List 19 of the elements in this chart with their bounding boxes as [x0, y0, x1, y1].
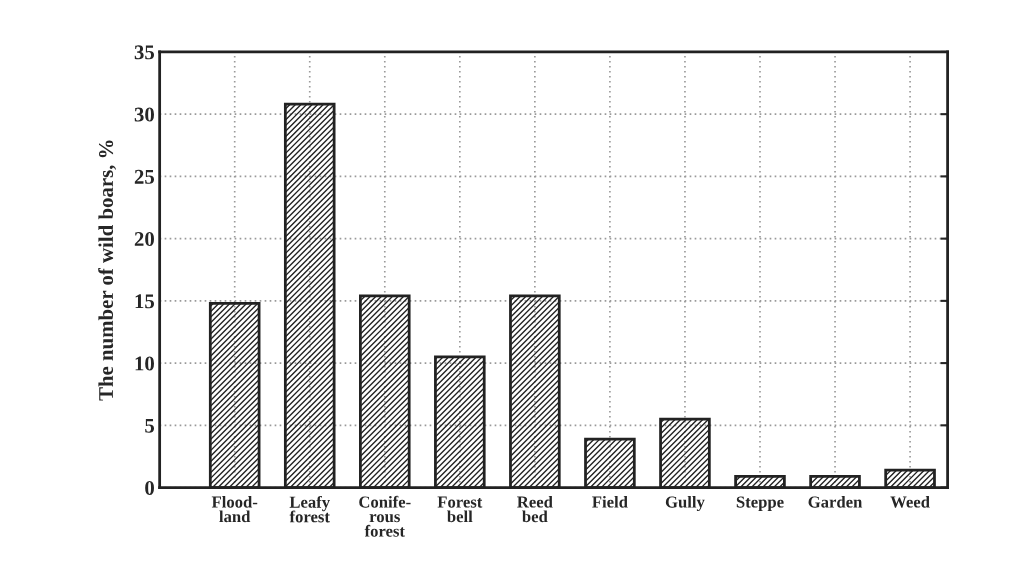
y-tick-label: 15	[135, 294, 155, 309]
x-tick-label: Forest bell	[437, 496, 483, 523]
y-tick-label: 20	[134, 232, 154, 247]
y-tick-label: 5	[145, 418, 155, 433]
y-axis-title: The number of wild boars, %	[98, 140, 117, 401]
y-tick-label: 0	[145, 480, 154, 495]
x-tick-label: Flood- land	[211, 495, 258, 523]
x-tick-label: Field	[592, 495, 628, 508]
x-tick-label: Steppe	[736, 496, 784, 512]
x-tick-label: Reed bed	[517, 495, 553, 523]
x-tick-label: Weed	[890, 495, 930, 508]
y-tick-label: 35	[134, 45, 155, 60]
x-tick-label: Gully	[665, 495, 705, 512]
y-tick-label: 25	[134, 169, 155, 184]
y-tick-label: 30	[134, 107, 154, 122]
x-tick-label: Garden	[808, 495, 863, 508]
x-tick-label: Leafy forest	[289, 495, 330, 523]
y-tick-label: 10	[135, 356, 154, 371]
x-tick-label: Conife- rous forest	[359, 495, 411, 537]
